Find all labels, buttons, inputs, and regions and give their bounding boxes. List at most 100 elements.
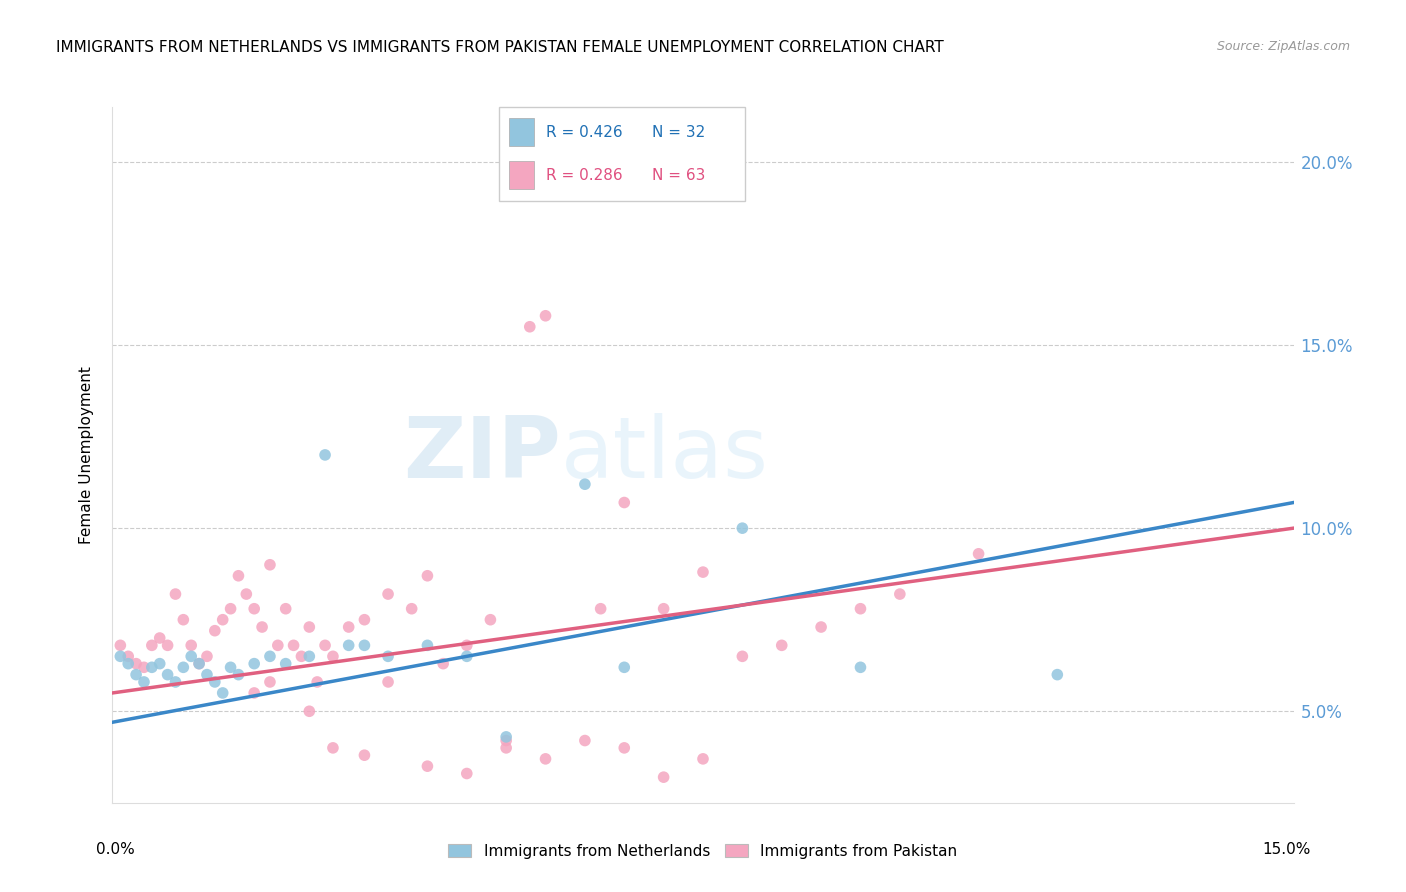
Point — [652, 601, 675, 615]
Text: R = 0.426: R = 0.426 — [546, 125, 623, 140]
Point — [353, 613, 375, 627]
Point — [117, 649, 139, 664]
Text: IMMIGRANTS FROM NETHERLANDS VS IMMIGRANTS FROM PAKISTAN FEMALE UNEMPLOYMENT CORR: IMMIGRANTS FROM NETHERLANDS VS IMMIGRANT… — [56, 40, 943, 55]
Point — [613, 660, 636, 674]
Point — [337, 638, 360, 652]
Point — [416, 759, 439, 773]
Point — [219, 660, 242, 674]
Point — [188, 657, 211, 671]
Point — [165, 587, 187, 601]
Point — [495, 740, 517, 755]
Point — [156, 667, 179, 681]
Point — [211, 686, 233, 700]
Point — [110, 638, 132, 652]
Point — [180, 649, 202, 664]
Point — [849, 660, 872, 674]
Point — [298, 649, 321, 664]
Text: Source: ZipAtlas.com: Source: ZipAtlas.com — [1216, 40, 1350, 54]
Point — [180, 638, 202, 652]
Point — [314, 638, 336, 652]
Text: atlas: atlas — [561, 413, 769, 497]
Point — [283, 638, 305, 652]
Point — [132, 660, 155, 674]
Point — [416, 638, 439, 652]
Point — [534, 309, 557, 323]
Point — [377, 587, 399, 601]
Point — [141, 638, 163, 652]
Point — [259, 649, 281, 664]
Point — [519, 319, 541, 334]
Point — [117, 657, 139, 671]
Point — [125, 667, 148, 681]
Point — [337, 620, 360, 634]
Point — [188, 657, 211, 671]
Point — [307, 675, 329, 690]
Point — [889, 587, 911, 601]
Point — [574, 477, 596, 491]
Point — [156, 638, 179, 652]
Text: N = 63: N = 63 — [652, 168, 704, 183]
Point — [204, 624, 226, 638]
Point — [534, 752, 557, 766]
Point — [172, 613, 194, 627]
Point — [377, 675, 399, 690]
Point — [731, 521, 754, 535]
FancyBboxPatch shape — [509, 119, 534, 146]
Text: N = 32: N = 32 — [652, 125, 704, 140]
Point — [274, 601, 297, 615]
Point — [322, 649, 344, 664]
Point — [652, 770, 675, 784]
Point — [219, 601, 242, 615]
Text: 0.0%: 0.0% — [96, 842, 135, 856]
Point — [165, 675, 187, 690]
Point — [377, 649, 399, 664]
FancyBboxPatch shape — [499, 107, 745, 201]
Point — [298, 704, 321, 718]
FancyBboxPatch shape — [509, 161, 534, 189]
Point — [1046, 667, 1069, 681]
Point — [456, 638, 478, 652]
Point — [322, 740, 344, 755]
Point — [613, 495, 636, 509]
Point — [235, 587, 257, 601]
Point — [692, 565, 714, 579]
Point — [495, 730, 517, 744]
Point — [849, 601, 872, 615]
Point — [172, 660, 194, 674]
Point — [770, 638, 793, 652]
Point — [228, 568, 250, 582]
Point — [243, 657, 266, 671]
Point — [259, 558, 281, 572]
Point — [810, 620, 832, 634]
Point — [290, 649, 312, 664]
Point — [589, 601, 612, 615]
Point — [195, 649, 218, 664]
Text: R = 0.286: R = 0.286 — [546, 168, 623, 183]
Point — [731, 649, 754, 664]
Point — [250, 620, 273, 634]
Point — [574, 733, 596, 747]
Point — [401, 601, 423, 615]
Point — [432, 657, 454, 671]
Point — [456, 649, 478, 664]
Point — [132, 675, 155, 690]
Point — [204, 675, 226, 690]
Point — [416, 568, 439, 582]
Point — [495, 733, 517, 747]
Point — [228, 667, 250, 681]
Legend: Immigrants from Netherlands, Immigrants from Pakistan: Immigrants from Netherlands, Immigrants … — [443, 838, 963, 864]
Point — [314, 448, 336, 462]
Point — [274, 657, 297, 671]
Point — [259, 675, 281, 690]
Point — [298, 620, 321, 634]
Point — [243, 686, 266, 700]
Point — [692, 752, 714, 766]
Point — [149, 631, 172, 645]
Point — [479, 613, 502, 627]
Point — [456, 766, 478, 780]
Point — [195, 667, 218, 681]
Text: ZIP: ZIP — [404, 413, 561, 497]
Point — [613, 740, 636, 755]
Text: 15.0%: 15.0% — [1263, 842, 1310, 856]
Point — [353, 638, 375, 652]
